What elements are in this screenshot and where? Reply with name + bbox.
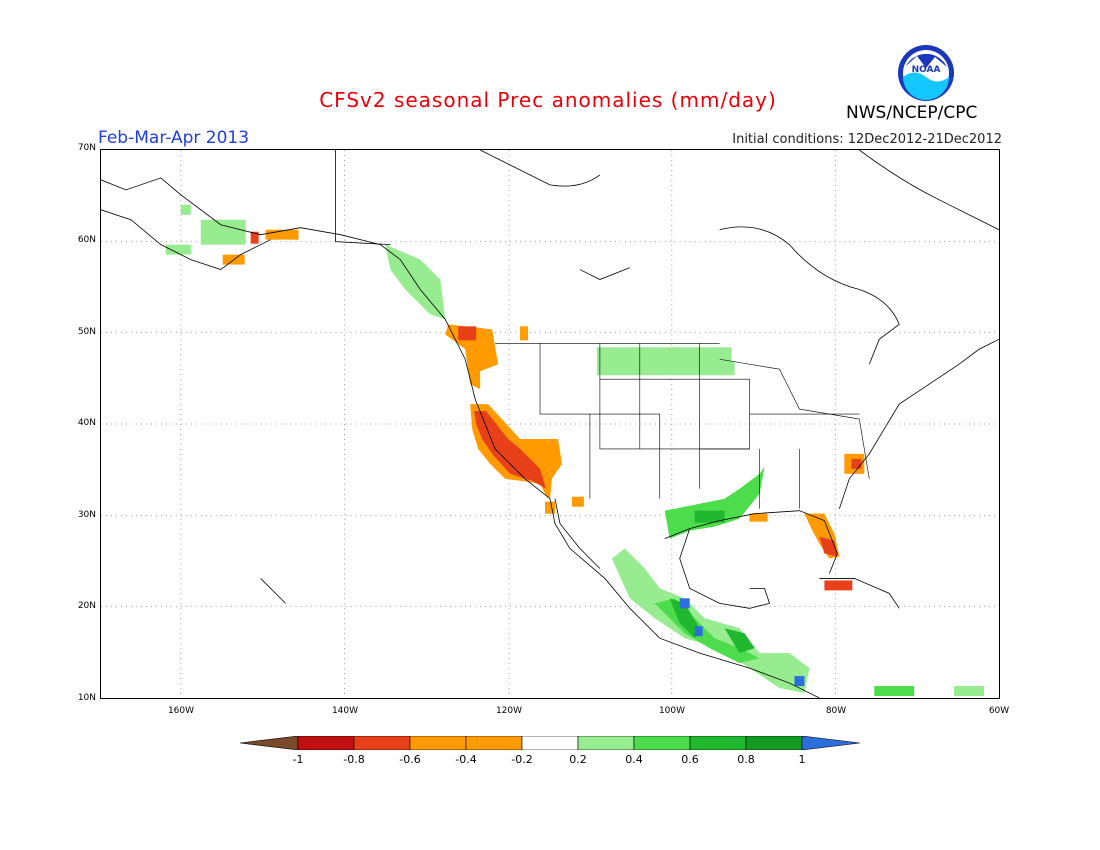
coastlines — [101, 150, 999, 698]
lon-label-100w: 100W — [658, 706, 686, 716]
lat-label-20n: 20N — [77, 601, 96, 611]
lon-label-120w: 120W — [495, 706, 523, 716]
noaa-logo: NOAA — [898, 45, 954, 101]
caribbean-wet-region — [874, 686, 985, 697]
lon-label-80w: 80W — [825, 706, 847, 716]
pacific-northwest-dry-region — [445, 324, 529, 390]
colorbar-label-neg0-4: -0.4 — [455, 753, 477, 766]
colorbar-label-neg0-8: -0.8 — [343, 753, 365, 766]
colorbar-label-0-6: 0.6 — [681, 753, 699, 766]
lat-label-10n: 10N — [77, 693, 96, 703]
colorbar-label-1: 1 — [798, 753, 806, 766]
north-carolina-dry-region — [844, 453, 865, 474]
colorbar-label-neg0-2: -0.2 — [511, 753, 533, 766]
lon-label-160w: 160W — [167, 706, 195, 716]
lon-label-140w: 140W — [331, 706, 359, 716]
lat-label-60n: 60N — [77, 235, 96, 245]
florida-dry-region — [749, 513, 840, 559]
lat-label-40n: 40N — [77, 418, 96, 428]
colorbar-label-0-4: 0.4 — [625, 753, 643, 766]
map-panel — [100, 149, 1000, 699]
california-dry-region — [470, 404, 584, 514]
lon-label-60w: 60W — [988, 706, 1010, 716]
colorbar-label-neg1: -1 — [292, 753, 304, 766]
alaska-wet-region — [165, 204, 246, 255]
state-boundaries — [495, 342, 870, 509]
lat-label-50n: 50N — [77, 327, 96, 337]
chart-title: CFSv2 seasonal Prec anomalies (mm/day) — [319, 88, 777, 112]
forecast-period: Feb-Mar-Apr 2013 — [98, 128, 250, 148]
color-bar — [240, 736, 860, 750]
colorbar-label-0-8: 0.8 — [737, 753, 755, 766]
cuba-dry-region — [824, 580, 853, 591]
agency-label: NWS/NCEP/CPC — [846, 103, 978, 123]
initial-conditions: Initial conditions: 12Dec2012-21Dec2012 — [732, 132, 1002, 147]
colorbar-label-0-2: 0.2 — [569, 753, 587, 766]
svg-text:NOAA: NOAA — [912, 65, 941, 75]
colorbar-label-neg0-6: -0.6 — [399, 753, 421, 766]
gulf-coast-wet-region — [664, 466, 765, 539]
lat-label-70n: 70N — [77, 143, 96, 153]
northern-plains-wet-region — [596, 347, 735, 376]
grid-lines — [101, 150, 999, 698]
mexico-wet-region — [611, 548, 810, 694]
lat-label-30n: 30N — [77, 510, 96, 520]
